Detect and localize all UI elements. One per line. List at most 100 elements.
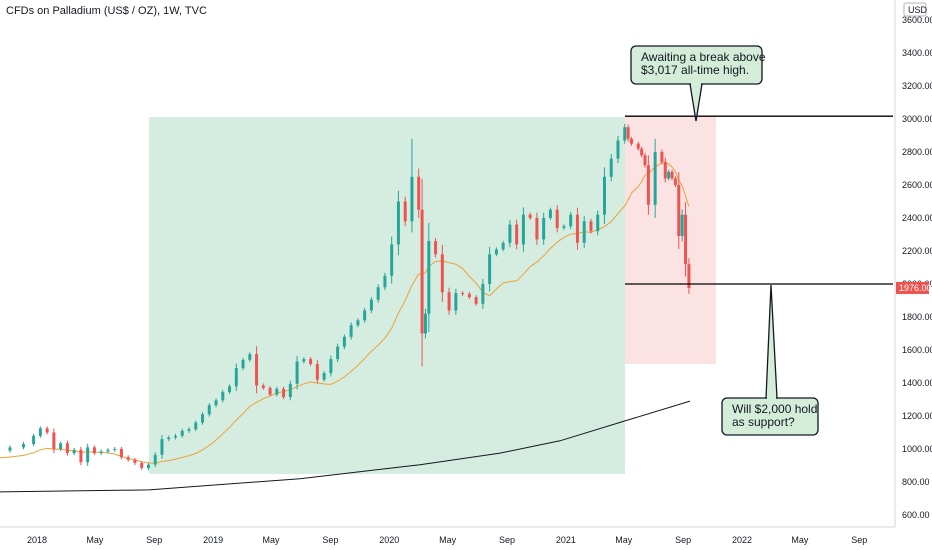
candle bbox=[481, 279, 485, 309]
candle bbox=[660, 149, 664, 165]
candle-body bbox=[336, 346, 340, 360]
candle bbox=[59, 441, 63, 451]
x-tick-label: May bbox=[439, 535, 457, 545]
candle-body bbox=[194, 422, 198, 430]
candle-body bbox=[146, 464, 150, 468]
candle-body bbox=[474, 297, 478, 304]
candle-body bbox=[383, 275, 387, 288]
x-tick-label: Sep bbox=[851, 535, 867, 545]
candle bbox=[508, 220, 512, 248]
candle bbox=[255, 346, 259, 394]
y-axis: 600.00 800.00 1000.00 1200.00 1400.00 1600.00… bbox=[894, 0, 932, 527]
candle-body bbox=[322, 373, 326, 380]
candle-body bbox=[140, 463, 144, 468]
x-tick-label: 2020 bbox=[379, 535, 399, 545]
candle bbox=[616, 135, 620, 164]
candle-body bbox=[427, 241, 431, 314]
candle bbox=[440, 244, 444, 302]
candle-body bbox=[461, 293, 465, 295]
candle-body bbox=[562, 226, 566, 228]
candle-body bbox=[214, 400, 218, 406]
candle bbox=[582, 215, 586, 249]
candle-body bbox=[467, 293, 471, 298]
candle-body bbox=[167, 437, 171, 440]
candle bbox=[322, 371, 326, 382]
candle bbox=[194, 420, 198, 432]
y-tick-label: 1200.00 bbox=[902, 411, 932, 421]
candle-body bbox=[8, 447, 12, 451]
candle-body bbox=[501, 242, 505, 250]
candle-body bbox=[626, 127, 630, 139]
candle-body bbox=[221, 392, 225, 401]
candle-body bbox=[646, 165, 650, 205]
candle bbox=[643, 152, 647, 168]
candle-body bbox=[663, 161, 667, 179]
candle-body bbox=[275, 388, 279, 395]
candle-body bbox=[396, 201, 400, 245]
candle-body bbox=[582, 221, 586, 243]
candle-body bbox=[596, 214, 600, 232]
candle-body bbox=[640, 148, 644, 156]
candle bbox=[173, 433, 177, 440]
candle bbox=[447, 287, 451, 315]
candle-body bbox=[302, 359, 306, 362]
candle-body bbox=[52, 432, 56, 449]
candle bbox=[575, 207, 579, 250]
candle bbox=[488, 246, 492, 292]
candle-body bbox=[255, 354, 259, 386]
currency-label: USD bbox=[908, 5, 928, 15]
candle bbox=[376, 284, 380, 303]
candle bbox=[636, 141, 640, 151]
y-tick-label: 3600.00 bbox=[902, 15, 932, 25]
red-zone bbox=[625, 117, 716, 364]
candle-body bbox=[106, 449, 110, 452]
candle bbox=[336, 343, 340, 363]
candle bbox=[653, 138, 657, 218]
candle-body bbox=[79, 449, 83, 463]
candle bbox=[160, 435, 164, 459]
horizontal-levels bbox=[625, 115, 893, 285]
candle-body bbox=[160, 439, 164, 455]
candle bbox=[494, 247, 498, 257]
candle-body bbox=[72, 449, 76, 454]
candle-body bbox=[295, 361, 299, 384]
candle-body bbox=[349, 325, 353, 337]
candle-body bbox=[207, 405, 211, 415]
callout-support-text: as support? bbox=[732, 415, 795, 429]
candle bbox=[420, 178, 424, 367]
candle bbox=[133, 457, 137, 466]
candle bbox=[86, 443, 90, 466]
candle bbox=[410, 138, 414, 233]
candle-body bbox=[542, 218, 546, 240]
candle-body bbox=[423, 313, 427, 334]
x-tick-label: May bbox=[791, 535, 809, 545]
candle-body bbox=[623, 127, 627, 141]
candle bbox=[302, 357, 306, 364]
candle bbox=[626, 124, 630, 142]
candle-body bbox=[508, 224, 512, 243]
callout-support-text: Will $2,000 hold bbox=[732, 402, 817, 416]
candle bbox=[21, 442, 25, 450]
candle-body bbox=[59, 443, 63, 449]
x-tick-label: Sep bbox=[322, 535, 338, 545]
y-tick-label: 2600.00 bbox=[902, 180, 932, 190]
callout-ath: Awaiting a break above$3,017 all-time hi… bbox=[630, 45, 766, 122]
candle-body bbox=[241, 359, 245, 369]
candle-body bbox=[680, 214, 684, 237]
candle bbox=[234, 363, 238, 391]
candle bbox=[390, 236, 394, 284]
candle bbox=[474, 295, 478, 306]
candle bbox=[589, 218, 593, 234]
y-tick-label: 1400.00 bbox=[902, 378, 932, 388]
candle bbox=[261, 383, 265, 390]
candle-body bbox=[187, 429, 191, 431]
x-tick-label: Sep bbox=[675, 535, 691, 545]
x-tick-label: 2019 bbox=[203, 535, 223, 545]
candle bbox=[65, 440, 69, 456]
candle bbox=[677, 172, 681, 249]
candle-body bbox=[609, 158, 613, 177]
candle bbox=[126, 455, 130, 462]
candle-body bbox=[119, 449, 123, 458]
candle-body bbox=[653, 152, 657, 205]
